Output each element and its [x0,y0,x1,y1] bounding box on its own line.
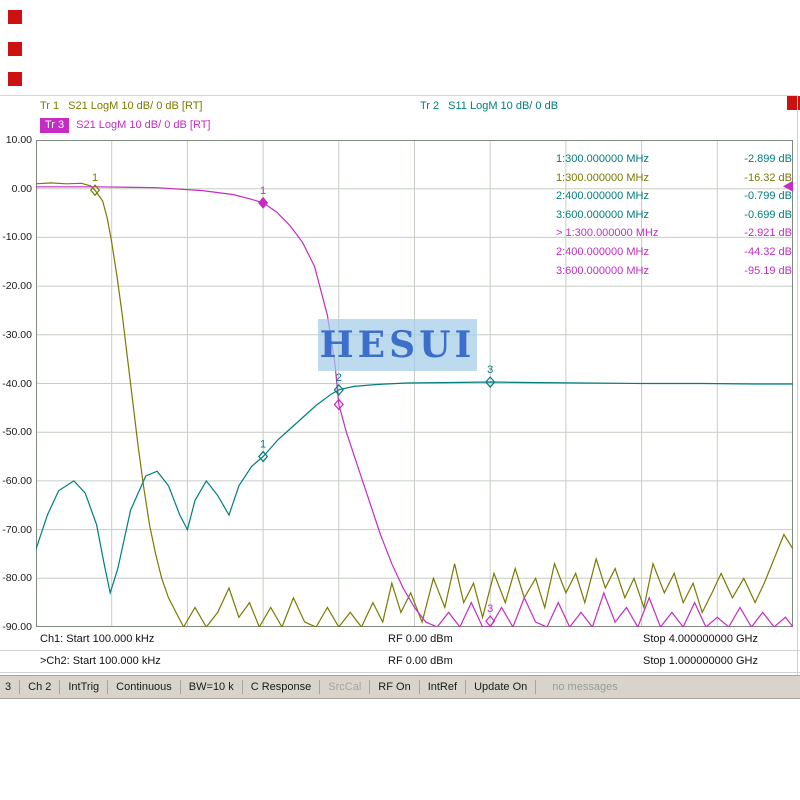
toolbar-item-updateon[interactable]: Update On [474,681,528,693]
trace1-format: S21 LogM 10 dB/ 0 dB [RT] [68,100,203,112]
marker-number-label: 1 [92,172,98,184]
marker-number-label: 1 [260,439,266,451]
y-axis-label: -80.00 [2,572,32,585]
ch2-start: >Ch2: Start 100.000 kHz [40,655,161,667]
marker-diamond-tr2-1[interactable] [258,450,269,463]
red-marker-3 [8,72,22,86]
marker-readout-panel: 1:300.000000 MHz -2.899 dB 1:300.000000 M… [556,150,792,280]
toolbar-item-cresponse[interactable]: C Response [250,681,312,693]
toolbar-separator [59,680,61,694]
marker-diamond-tr3-1[interactable] [258,196,269,209]
marker-frequency: 3:600.000000 MHz [556,208,649,221]
red-marker-2 [8,42,22,56]
toolbar-separator [369,680,371,694]
y-axis-label: -40.00 [2,377,32,390]
y-axis-label: -90.00 [2,621,32,633]
trace2-format: S11 LogM 10 dB/ 0 dB [448,100,559,112]
toolbar-separator [465,680,467,694]
y-axis-label: -50.00 [2,426,32,439]
trace1-label: Tr 1 [40,100,60,112]
y-axis-label: -60.00 [2,474,32,487]
readout-line-2: 1:300.000000 MHz -16.32 dB [556,169,792,188]
y-axis-label: -10.00 [2,231,32,244]
marker-value: -2.921 dB [744,227,792,240]
status-message: no messages [552,681,618,693]
y-axis-label: 10.00 [5,134,32,146]
readout-line-7: 3:600.000000 MHz -95.19 dB [556,262,792,281]
marker-number-label: 1 [260,185,266,197]
watermark: HESUI [318,319,477,371]
toolbar-item-ch2[interactable]: Ch 2 [28,681,52,693]
marker-frequency: 2:400.000000 MHz [556,190,649,203]
y-axis-label: 0.00 [11,182,32,195]
readout-line-6: 2:400.000000 MHz -44.32 dB [556,243,792,262]
plot-area[interactable]: 1 1 1 2 3 3 [36,140,793,627]
marker-number-label: 3 [487,603,493,615]
trace3-header[interactable]: Tr 3 S21 LogM 10 dB/ 0 dB [RT] [40,118,211,133]
y-axis-label: -30.00 [2,328,32,341]
toolbar-item-inttrig[interactable]: IntTrig [68,681,100,693]
marker-frequency: 3:600.000000 MHz [556,264,649,277]
trace1-header[interactable]: Tr 1 S21 LogM 10 dB/ 0 dB [RT] [40,100,202,112]
marker-value: -2.899 dB [744,153,792,165]
ch2-status-row: >Ch2: Start 100.000 kHz RF 0.00 dBm Stop… [0,651,800,673]
toolbar-item-srccal: SrcCal [328,681,362,693]
status-toolbar: 3 Ch 2 IntTrig Continuous BW=10 k C Resp… [0,675,800,699]
trace-tr1 [36,182,793,627]
ch1-start: Ch1: Start 100.000 kHz [40,633,155,645]
readout-line-5: > 1:300.000000 MHz -2.921 dB [556,224,792,243]
ch1-stop: Stop 4.000000000 GHz [643,633,758,645]
trace3-active-badge: Tr 3 [40,118,70,133]
marker-diamond-tr3-3[interactable] [485,615,496,627]
marker-diamond-tr1-1[interactable] [89,184,101,197]
y-axis-label: -70.00 [2,523,32,536]
readout-line-4: 3:600.000000 MHz -0.699 dB [556,206,792,225]
trace-tr3 [36,186,793,627]
marker-frequency: 1:300.000000 MHz [556,153,649,165]
toolbar-separator [535,680,537,694]
marker-value: -0.799 dB [744,190,792,203]
toolbar-separator [179,680,181,694]
ch1-status-row: Ch1: Start 100.000 kHz RF 0.00 dBm Stop … [0,629,800,651]
toolbar-separator [19,680,21,694]
toolbar-separator [319,680,321,694]
red-marker-1 [8,10,22,24]
toolbar-separator [241,680,243,694]
marker-value: -16.32 dB [744,171,792,184]
toolbar-item-bandwidth[interactable]: BW=10 k [188,681,234,693]
marker-frequency: > 1:300.000000 MHz [556,227,659,240]
watermark-text: HESUI [319,324,476,366]
y-axis-label: -20.00 [2,280,32,293]
toolbar-item-rfon[interactable]: RF On [378,681,411,693]
readout-line-1: 1:300.000000 MHz -2.899 dB [556,150,792,169]
marker-diamond-tr3[interactable] [333,398,344,411]
marker-value: -44.32 dB [744,245,792,258]
toolbar-item-continuous[interactable]: Continuous [116,681,172,693]
trace3-format: S21 LogM 10 dB/ 0 dB [RT] [76,119,211,131]
marker-value: -95.19 dB [744,264,792,277]
toolbar-separator [418,680,420,694]
marker-frequency: 2:400.000000 MHz [556,245,649,258]
trace3-ref-level-arrow [783,180,793,192]
ch1-rf-power: RF 0.00 dBm [388,633,453,645]
readout-line-3: 2:400.000000 MHz -0.799 dB [556,187,792,206]
trace2-header[interactable]: Tr 2 S11 LogM 10 dB/ 0 dB [420,100,558,112]
toolbar-item-trace3[interactable]: 3 [5,681,12,693]
trace2-label: Tr 2 [420,100,440,112]
marker-number-label: 3 [487,364,493,376]
marker-value: -0.699 dB [744,208,792,221]
toolbar-item-intref[interactable]: IntRef [427,681,458,693]
toolbar-separator [107,680,109,694]
trace-tr2 [36,381,793,596]
marker-diamond-tr2-2[interactable] [333,383,344,396]
ch2-stop: Stop 1.000000000 GHz [643,655,758,667]
marker-frequency: 1:300.000000 MHz [556,171,649,184]
ch2-rf-power: RF 0.00 dBm [388,655,453,667]
marker-diamond-tr2-3[interactable] [485,376,496,388]
red-marker-4 [787,96,800,110]
marker-number-label: 2 [336,372,342,384]
